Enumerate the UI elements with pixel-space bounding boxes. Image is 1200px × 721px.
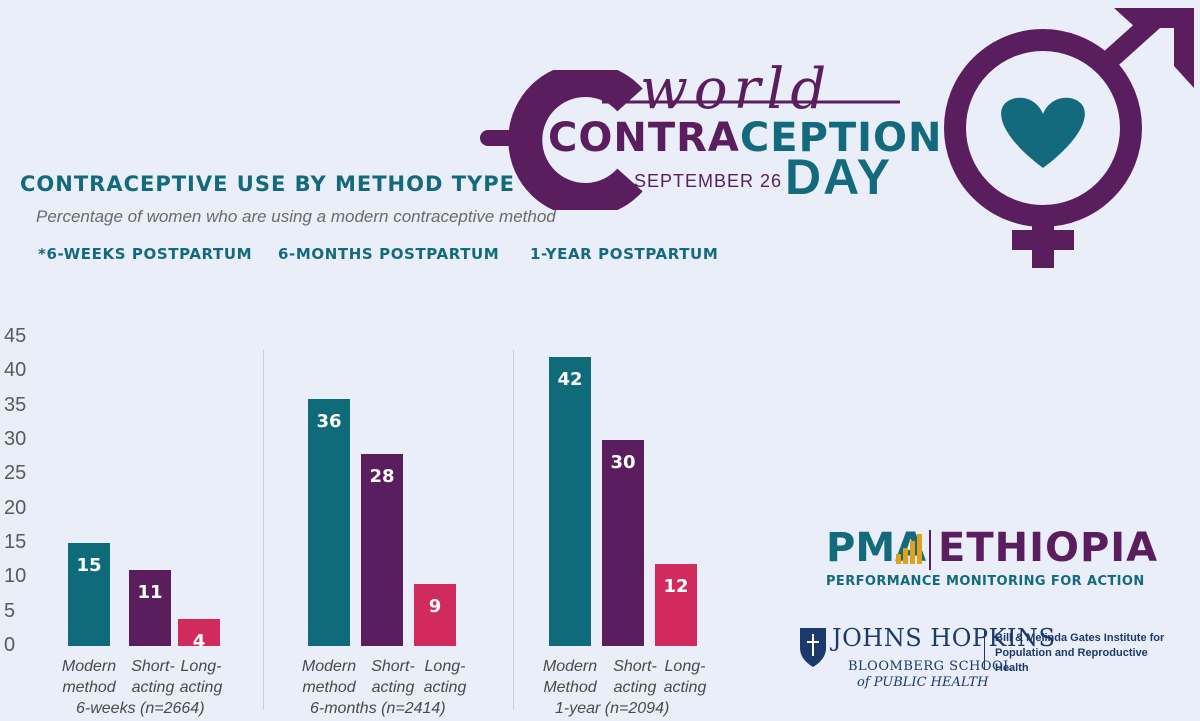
group-divider-0 [263, 350, 264, 710]
group-label-0: 6-weeks (n=2664) [76, 700, 205, 717]
world-script-text: world [640, 57, 833, 122]
group-label-1: 6-months (n=2414) [310, 700, 446, 717]
jhu-school-2: of PUBLIC HEALTH [857, 675, 989, 690]
category-label-2-2: Long- acting [663, 658, 707, 696]
y-tick-label-30: 30 [4, 427, 27, 450]
bar-2-1 [602, 439, 644, 646]
y-tick-label-45: 45 [4, 324, 27, 347]
bar-value-label-0-1: 11 [137, 582, 163, 604]
bar-value-label-1-1: 28 [369, 465, 395, 487]
contraception-wordmark: CONTRACEPTION [548, 118, 943, 158]
pma-divider [929, 530, 931, 570]
bar-chart: 0 5 10 15 20 25 30 35 40 45 15 Modern method 11 Short… [4, 324, 707, 717]
bar-value-label-0-2: 4 [192, 630, 206, 652]
contraception-c-graphic [480, 70, 643, 210]
jhu-school: BLOOMBERG SCHOOL [848, 659, 1013, 674]
category-label-1-1: Short- acting [371, 658, 415, 696]
jhu-divider [984, 630, 985, 670]
campaign-date: SEPTEMBER 26 [634, 171, 783, 191]
bar-value-label-1-2: 9 [428, 596, 442, 618]
bar-value-label-2-1: 30 [610, 451, 636, 473]
pma-bars-icon [896, 534, 922, 564]
bar-1-1 [361, 453, 403, 646]
period-label-6-weeks: *6-WEEKS POSTPARTUM [38, 245, 253, 263]
y-tick-label-15: 15 [4, 530, 27, 553]
pma-tagline: PERFORMANCE MONITORING FOR ACTION [826, 574, 1145, 589]
bar-0-1 [129, 570, 171, 646]
campaign-day: DAY [785, 149, 892, 205]
chart-subtitle: Percentage of women who are using a mode… [36, 207, 556, 226]
jhu-name: JOHNS HOPKINS [832, 624, 1056, 652]
period-label-6-months: 6-MONTHS POSTPARTUM [278, 245, 500, 263]
y-tick-label-35: 35 [4, 393, 27, 416]
bar-0-0 [68, 542, 110, 646]
bar-1-0 [308, 398, 350, 646]
y-tick-label-5: 5 [4, 599, 16, 622]
bar-value-label-0-0: 15 [76, 554, 102, 576]
y-tick-label-0: 0 [4, 634, 16, 656]
contra-part2: CEPTION [739, 115, 943, 161]
jhu-shield-icon [800, 628, 826, 667]
category-label-0-0: Modern method [61, 658, 117, 696]
gender-symbol-heart-icon [944, 8, 1194, 268]
bar-value-label-1-0: 36 [316, 410, 342, 432]
bar-2-2 [655, 563, 697, 646]
category-label-2-0: Modern Method [542, 658, 598, 696]
contra-part1: CONTRA [548, 115, 740, 161]
world-underline-stroke [602, 100, 900, 104]
pma-logo-text: PMA [826, 525, 927, 571]
category-label-1-0: Modern method [301, 658, 357, 696]
group-label-2: 1-year (n=2094) [555, 700, 670, 717]
category-label-1-2: Long- acting [423, 658, 467, 696]
y-tick-label-20: 20 [4, 496, 27, 519]
pma-country-text: ETHIOPIA [938, 525, 1159, 571]
category-label-0-1: Short- acting [131, 658, 175, 696]
y-tick-label-40: 40 [4, 359, 27, 382]
y-tick-label-10: 10 [4, 565, 27, 588]
bar-2-0 [549, 357, 591, 646]
y-tick-label-25: 25 [4, 462, 27, 485]
chart-title: CONTRACEPTIVE USE BY METHOD TYPE [20, 172, 515, 196]
group-divider-1 [513, 350, 514, 710]
bar-value-label-2-0: 42 [557, 369, 583, 391]
bar-value-label-2-2: 12 [663, 575, 689, 597]
category-label-0-2: Long- acting [179, 658, 223, 696]
bar-0-2 [178, 618, 220, 646]
bar-1-2 [414, 584, 456, 646]
gates-institute-name: Bill & Melinda Gates Institute for Popul… [995, 632, 1165, 674]
period-label-1-year: 1-YEAR POSTPARTUM [530, 245, 719, 263]
category-label-2-1: Short- acting [613, 658, 657, 696]
